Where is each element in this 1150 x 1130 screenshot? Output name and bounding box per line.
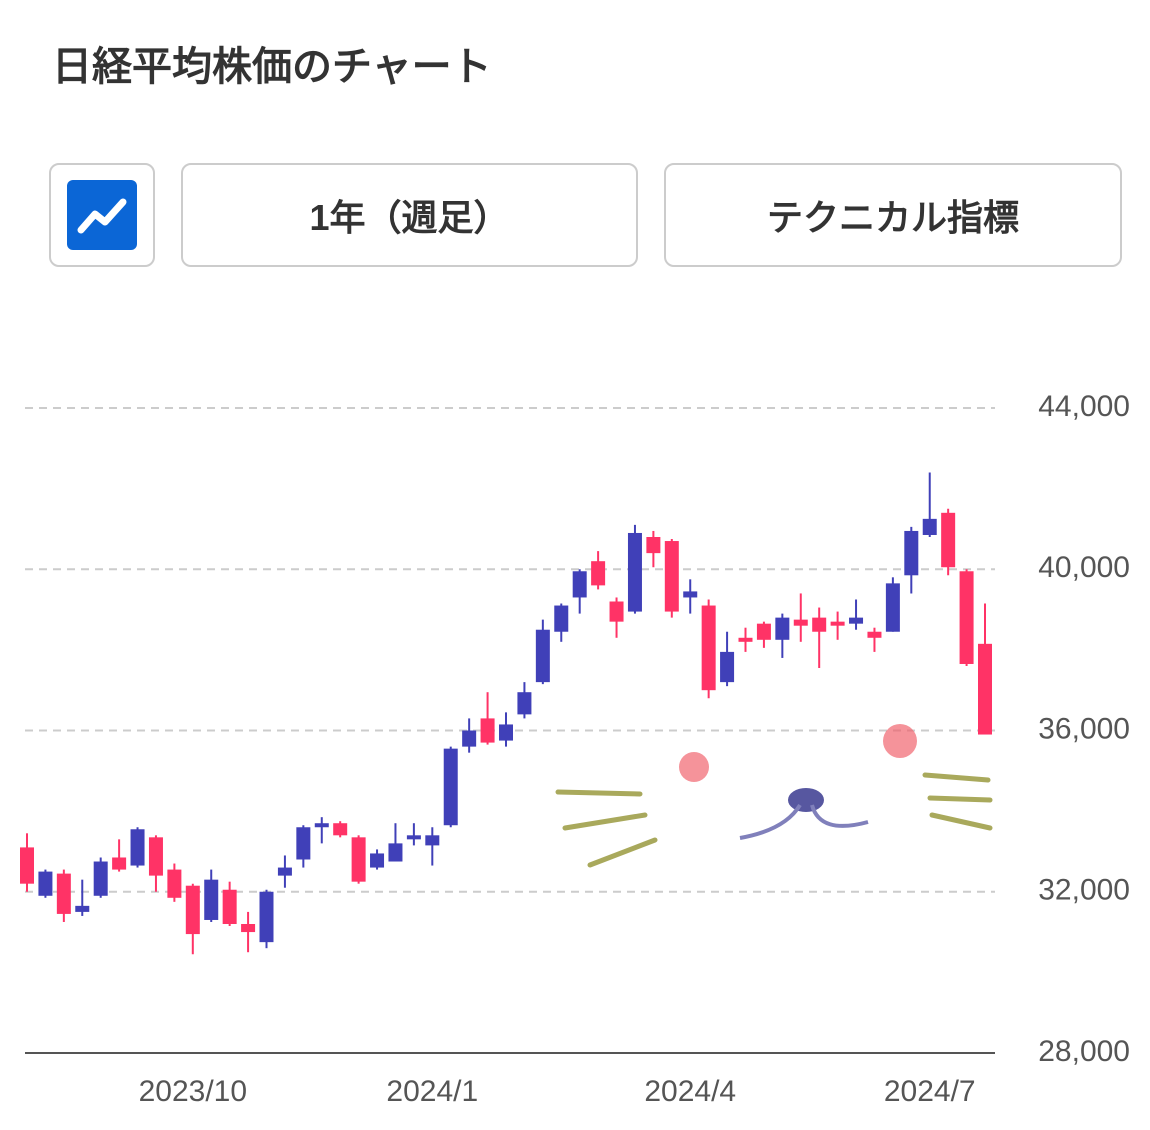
technical-button[interactable]: テクニカル指標: [664, 163, 1122, 267]
y-tick-label: 28,000: [1038, 1035, 1130, 1068]
candle-body: [75, 905, 90, 912]
candle-body: [683, 591, 698, 598]
candle-body: [370, 853, 385, 868]
candle-body: [222, 889, 237, 924]
candle-body: [849, 617, 864, 624]
candle-body: [664, 541, 679, 612]
candle-body: [204, 879, 219, 920]
candle-body: [38, 871, 53, 896]
candle-body: [499, 724, 513, 741]
cat-doodle: [555, 724, 993, 868]
x-tick-label: 2024/1: [386, 1075, 478, 1108]
candle-body: [351, 837, 366, 882]
candle-body: [941, 512, 956, 568]
candle-body: [480, 718, 495, 743]
x-tick-label: 2024/4: [644, 1075, 736, 1108]
candle-body: [701, 605, 716, 691]
y-tick-label: 40,000: [1038, 551, 1130, 584]
candle-body: [830, 621, 845, 626]
candle-body: [93, 861, 108, 896]
candle-body: [793, 619, 808, 626]
candle-body: [978, 643, 992, 735]
candle-body: [388, 843, 403, 862]
candle-body: [259, 891, 274, 943]
y-tick-label: 44,000: [1038, 390, 1130, 423]
candle-body: [314, 823, 329, 828]
candle-body: [775, 617, 790, 640]
candle-body: [609, 601, 624, 622]
candle-body: [867, 631, 882, 638]
page-title: 日経平均株価のチャート: [52, 45, 492, 89]
candle-body: [56, 873, 71, 914]
candle-body: [885, 583, 900, 632]
candle-body: [185, 885, 200, 935]
candle-body: [627, 532, 642, 612]
candle-body: [572, 571, 587, 598]
x-tick-label: 2024/7: [884, 1075, 976, 1108]
candle-body: [922, 518, 937, 535]
candle-body: [112, 857, 127, 870]
y-tick-label: 36,000: [1038, 712, 1130, 745]
candle-body: [646, 537, 661, 554]
candle-body: [296, 827, 311, 860]
candle-body: [277, 867, 292, 876]
candle-body: [904, 530, 919, 576]
candle-body: [241, 924, 256, 933]
candle-body: [535, 629, 550, 683]
chart-type-button[interactable]: [49, 163, 155, 267]
candle-body: [812, 617, 827, 632]
candle-body: [425, 835, 440, 846]
candle-body: [738, 637, 753, 642]
x-tick-label: 2023/10: [139, 1075, 247, 1108]
candle-body: [517, 692, 532, 715]
candle-body: [462, 730, 477, 747]
candle-body: [148, 837, 163, 876]
candle-body: [333, 823, 348, 836]
y-tick-label: 32,000: [1038, 874, 1130, 907]
candle-body: [720, 651, 735, 683]
candle-body: [554, 605, 569, 632]
candle-body: [959, 571, 974, 664]
candle-body: [130, 829, 145, 866]
period-button[interactable]: 1年（週足）: [181, 163, 638, 267]
candle-body: [406, 835, 421, 840]
candle-body: [756, 623, 771, 640]
candle-body: [591, 561, 606, 586]
candle-body: [443, 748, 458, 826]
candle-body: [20, 847, 34, 884]
chart-icon: [67, 180, 137, 250]
candle-body: [167, 869, 182, 898]
